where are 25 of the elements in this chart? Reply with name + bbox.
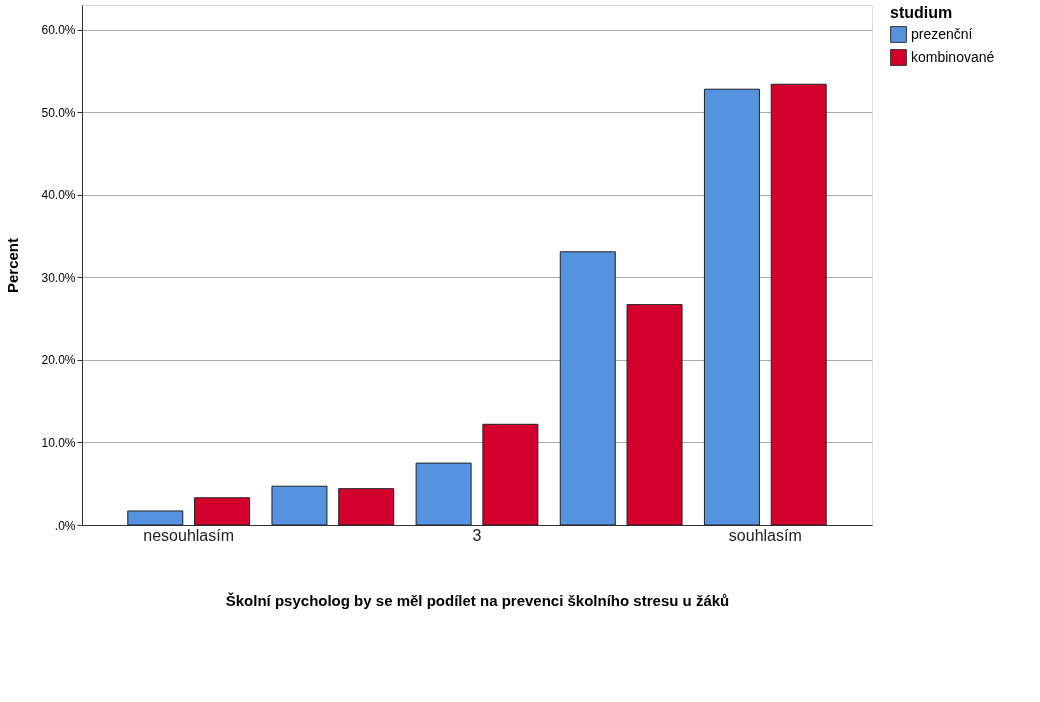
y-axis-title: Percent (4, 237, 22, 294)
x-tick-label: nesouhlasím (143, 526, 235, 544)
y-tick-label: 30.0% (41, 270, 76, 285)
y-tick-label: 10.0% (41, 435, 76, 450)
x-axis-title: Školní psycholog by se měl podílet na prevenci školního stresu u žáků (225, 591, 730, 609)
legend-title: studium (890, 4, 953, 21)
bar (559, 251, 616, 526)
bar (271, 485, 328, 526)
bar (338, 488, 395, 526)
bar (626, 304, 683, 526)
x-tick-label: 3 (472, 526, 482, 544)
y-tick-label: 40.0% (41, 188, 76, 203)
legend-label: kombinované (911, 48, 995, 65)
legend-label: prezenční (911, 25, 973, 42)
y-tick-label: 50.0% (41, 105, 76, 120)
y-tick-label: .0% (54, 518, 76, 533)
x-tick-label: souhlasím (728, 526, 802, 544)
bar (194, 497, 251, 526)
y-tick-label: 60.0% (41, 23, 76, 38)
bar (703, 88, 760, 526)
bar (127, 510, 184, 526)
bar (770, 83, 827, 526)
bar (415, 462, 472, 526)
bar (482, 423, 539, 526)
y-tick-label: 20.0% (41, 353, 76, 368)
